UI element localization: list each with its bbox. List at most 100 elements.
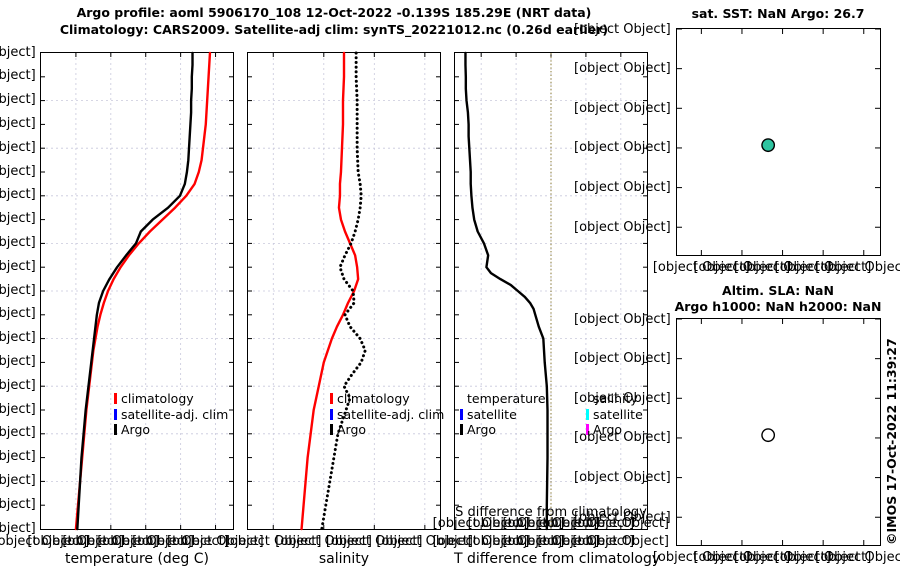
axis-tick-label: [object Object] — [0, 234, 36, 250]
axis-tick-label: [object Object] — [0, 115, 36, 131]
legend-color-swatch-icon — [114, 408, 117, 420]
axis-tick-label: [object Object] — [0, 520, 36, 536]
axis-tick-label: [object Object] — [467, 516, 565, 531]
difference-temperature-legend: temperature satellite Argo — [460, 391, 546, 438]
axis-tick-label: [object Object] — [0, 211, 36, 227]
temperature-plot-area — [41, 51, 233, 531]
difference-salinity-legend-label: Argo — [593, 422, 623, 437]
axis-tick-label: [object Object] — [734, 260, 831, 275]
axis-tick-label: [object Object] — [0, 425, 36, 441]
argo-heights-title: Argo h1000: NaN h2000: NaN — [674, 299, 882, 314]
axis-tick-label: [object Object] — [537, 516, 635, 531]
axis-tick-label: [object Object] — [0, 258, 36, 274]
axis-tick-label: [object Object] — [0, 92, 36, 108]
salinity-legend: climatology satellite-adj. clim Argo — [330, 391, 444, 438]
salinity-legend-label: climatology — [337, 391, 410, 406]
axis-tick-label: [object Object] — [432, 516, 530, 531]
axis-tick-label: [object Object] — [0, 330, 36, 346]
legend-color-swatch-icon — [330, 408, 333, 420]
axis-tick-label: [object Object] — [167, 534, 264, 549]
temperature-legend-label: satellite-adj. clim — [121, 406, 229, 422]
axis-tick-label: [object Object] — [574, 140, 671, 156]
axis-tick-label: [object Object] — [574, 311, 671, 327]
axis-tick-label: [object Object] — [502, 516, 600, 531]
title-line-2: Climatology: CARS2009. Satellite-adj cli… — [59, 22, 609, 37]
altimetry-map-panel — [676, 318, 881, 546]
axis-tick-label: [object Object] — [0, 44, 36, 60]
difference-temperature-legend-label: Argo — [467, 422, 497, 437]
axis-tick-label: [object Object] — [467, 534, 565, 549]
salinity-legend-item: satellite-adj. clim — [330, 407, 444, 423]
difference-temperature-legend-item: Argo — [460, 422, 546, 438]
salinity-legend-label: Argo — [337, 422, 367, 437]
difference-salinity-legend-header: salinity — [593, 391, 638, 406]
axis-tick-label: [object Object] — [275, 534, 372, 549]
axis-tick-label: [object Object] — [574, 21, 671, 37]
axis-tick-label: [object Object] — [574, 430, 671, 446]
legend-color-swatch-icon — [586, 408, 589, 420]
axis-tick-label: [object Object] — [0, 68, 36, 84]
temperature-legend-item: satellite-adj. clim — [114, 407, 228, 423]
copyright-label: ©IMOS 17-Oct-2022 11:39:27 — [884, 338, 899, 545]
axis-tick-label: [object Object] — [574, 61, 671, 77]
axis-tick-label: [object Object] — [0, 534, 90, 549]
axis-tick-label: [object Object] — [0, 353, 36, 369]
axis-tick-label: [object Object] — [774, 260, 872, 275]
salinity-difference-axis-label: S difference from climatology — [455, 505, 647, 520]
salinity-legend-item: climatology — [330, 391, 444, 407]
axis-tick-label: [object Object] — [574, 351, 671, 367]
temperature-legend-item: climatology — [114, 391, 228, 407]
temperature-legend-item: Argo — [114, 422, 228, 438]
axis-tick-label: [object Object] — [693, 260, 791, 275]
axis-tick-label: [object Object] — [432, 534, 530, 549]
temperature-difference-axis-label: T difference from climatology — [454, 551, 661, 567]
axis-tick-label: [object Object] — [0, 401, 36, 417]
temperature-legend-label: Argo — [121, 422, 151, 437]
axis-tick-label: [object Object] — [27, 534, 125, 549]
main-title-block: Argo profile: aoml 5906170_108 12-Oct-20… — [0, 4, 668, 38]
axis-tick-label: [object Object] — [0, 282, 36, 298]
axis-tick-label: [object Object] — [97, 534, 194, 549]
axis-tick-label: [object Object] — [132, 534, 229, 549]
difference-salinity-legend-item: satellite — [586, 407, 643, 423]
sst-map-plot-area — [677, 28, 880, 255]
axis-tick-label: [object Object] — [0, 163, 36, 179]
temperature-legend-label: climatology — [121, 391, 194, 406]
axis-tick-label: [object Object] — [734, 550, 831, 565]
legend-color-swatch-icon — [586, 424, 589, 436]
axis-tick-label: [object Object] — [224, 534, 322, 549]
legend-color-swatch-icon — [460, 424, 463, 436]
axis-tick-label: [object Object] — [62, 534, 159, 549]
axis-tick-label: [object Object] — [574, 390, 671, 406]
axis-tick-label: [object Object] — [693, 550, 791, 565]
axis-tick-label: [object Object] — [0, 449, 36, 465]
difference-temperature-legend-header: temperature — [467, 391, 546, 406]
salinity-legend-item: Argo — [330, 422, 444, 438]
axis-tick-label: [object Object] — [0, 139, 36, 155]
salinity-axis-label: salinity — [318, 551, 370, 567]
axis-tick-label: [object Object] — [815, 260, 900, 275]
axis-tick-label: [object Object] — [572, 516, 669, 531]
axis-tick-label: [object Object] — [815, 550, 900, 565]
legend-color-swatch-icon — [460, 408, 463, 420]
title-line-1: Argo profile: aoml 5906170_108 12-Oct-20… — [76, 5, 592, 20]
sst-title: sat. SST: NaN Argo: 26.7 — [691, 6, 865, 21]
altimetry-map-plot-area — [677, 318, 880, 545]
legend-color-swatch-icon — [330, 424, 333, 436]
temperature-profile-panel — [40, 51, 234, 531]
axis-tick-label: [object Object] — [652, 260, 750, 275]
salinity-profile-panel — [247, 51, 441, 531]
legend-color-swatch-icon — [114, 424, 117, 436]
axis-tick-label: [object Object] — [0, 496, 36, 512]
difference-salinity-legend: salinity satellite Argo — [586, 391, 643, 438]
axis-tick-label: [object Object] — [325, 534, 423, 549]
sst-map-panel — [676, 28, 881, 256]
altim-title: Altim. SLA: NaN — [722, 283, 834, 298]
axis-tick-label: [object Object] — [574, 100, 671, 116]
temperature-legend: climatology satellite-adj. clim Argo — [114, 391, 228, 438]
salinity-legend-label: satellite-adj. clim — [337, 406, 445, 422]
difference-temperature-legend-label: satellite — [467, 406, 517, 422]
legend-color-swatch-icon — [114, 393, 117, 405]
difference-salinity-legend-label: satellite — [593, 406, 643, 422]
axis-tick-label: [object Object] — [652, 550, 750, 565]
